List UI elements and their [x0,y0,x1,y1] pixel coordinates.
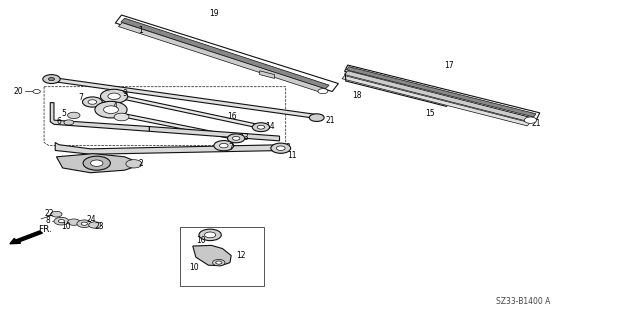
Text: 21: 21 [532,119,541,128]
Text: 20: 20 [13,87,23,96]
Text: 15: 15 [425,109,435,118]
Circle shape [126,160,142,168]
Text: 11: 11 [287,151,296,160]
Circle shape [232,136,240,140]
Text: 12: 12 [236,251,246,260]
Circle shape [43,75,60,84]
Circle shape [64,120,74,125]
Circle shape [104,106,119,114]
Circle shape [54,217,69,225]
Text: SZ33-B1400 A: SZ33-B1400 A [496,297,551,306]
Polygon shape [50,103,150,131]
Circle shape [108,93,120,100]
Text: 23: 23 [95,222,104,231]
Polygon shape [342,76,530,126]
Polygon shape [116,15,338,92]
Text: 18: 18 [353,91,362,100]
Circle shape [199,229,221,241]
Text: 21: 21 [325,116,335,125]
Polygon shape [57,154,134,173]
Circle shape [271,143,291,153]
Circle shape [101,89,128,103]
FancyArrow shape [10,231,42,244]
Polygon shape [55,142,286,154]
Circle shape [252,123,270,132]
Circle shape [212,260,225,266]
Text: 14: 14 [265,122,275,131]
Polygon shape [150,126,279,141]
Circle shape [219,143,228,148]
Circle shape [215,261,222,264]
Text: 6: 6 [57,116,61,126]
Text: 7: 7 [79,93,84,102]
Text: 1: 1 [138,27,143,36]
Text: 19: 19 [209,9,219,18]
Circle shape [68,219,80,225]
Circle shape [276,146,285,150]
Circle shape [89,222,101,228]
Circle shape [204,232,215,238]
Circle shape [91,160,103,166]
Circle shape [524,117,537,123]
Text: 3: 3 [286,143,291,152]
Circle shape [81,222,88,225]
Circle shape [318,89,328,94]
Polygon shape [347,67,536,117]
Text: 5: 5 [61,109,66,118]
Text: FR.: FR. [38,225,52,234]
Circle shape [77,220,92,228]
Text: 16: 16 [227,112,237,121]
Text: 9: 9 [122,89,127,98]
Text: 10: 10 [189,263,199,272]
Circle shape [88,100,97,104]
Text: 10: 10 [61,222,71,231]
Text: 22: 22 [44,209,53,218]
Circle shape [83,97,102,107]
Circle shape [114,113,129,121]
Text: 17: 17 [444,60,453,69]
Circle shape [214,140,233,151]
Circle shape [58,220,65,223]
Polygon shape [260,71,274,78]
Polygon shape [345,71,532,122]
Text: 10: 10 [196,236,206,245]
Text: 2: 2 [138,159,143,168]
Circle shape [33,90,40,93]
Polygon shape [119,23,327,93]
Circle shape [95,101,127,118]
Circle shape [309,114,324,122]
Text: 13: 13 [239,132,249,141]
Circle shape [51,211,62,217]
Polygon shape [345,65,540,119]
Text: 8: 8 [45,216,50,225]
Text: 7: 7 [229,143,233,152]
Polygon shape [116,94,264,129]
Circle shape [83,156,111,170]
Text: 24: 24 [86,215,96,224]
Polygon shape [114,112,239,140]
Circle shape [257,125,265,129]
Polygon shape [121,18,329,89]
Text: 4: 4 [112,102,117,111]
Polygon shape [193,245,231,266]
Circle shape [68,112,80,119]
Bar [180,227,264,286]
Circle shape [48,77,55,81]
Circle shape [227,134,245,143]
Polygon shape [49,77,323,119]
